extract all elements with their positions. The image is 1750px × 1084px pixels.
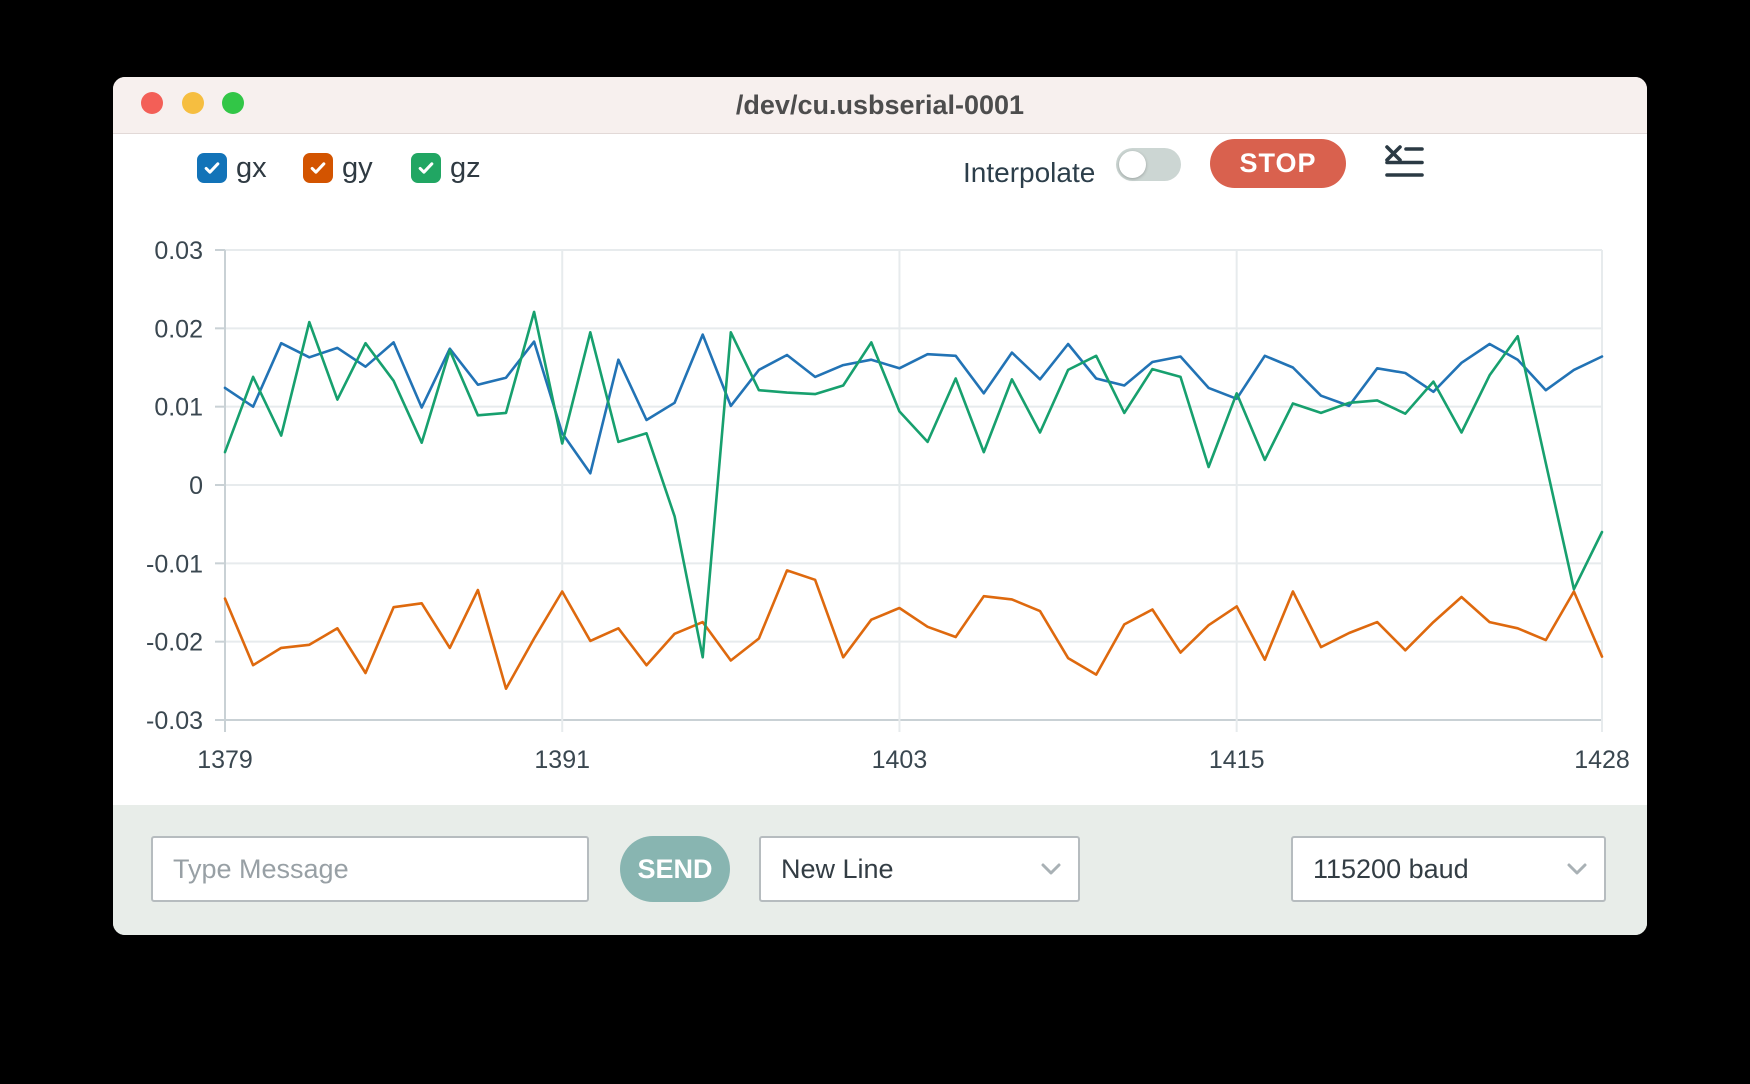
svg-text:1391: 1391 <box>534 746 590 774</box>
svg-text:1415: 1415 <box>1209 746 1265 774</box>
svg-text:-0.03: -0.03 <box>146 707 203 735</box>
check-icon <box>418 162 434 174</box>
svg-text:0: 0 <box>189 472 203 500</box>
legend-item-gz[interactable]: gz <box>411 151 481 184</box>
gx-checkbox[interactable] <box>197 153 227 183</box>
legend-item-gy[interactable]: gy <box>303 151 373 184</box>
send-button[interactable]: SEND <box>620 836 730 902</box>
baud-rate-value: 115200 baud <box>1313 853 1469 884</box>
gy-checkbox[interactable] <box>303 153 333 183</box>
gz-checkbox[interactable] <box>411 153 441 183</box>
check-icon <box>310 162 326 174</box>
check-icon <box>204 162 220 174</box>
svg-text:0.03: 0.03 <box>154 237 203 265</box>
line-ending-select[interactable]: New Line <box>759 836 1080 902</box>
toggle-knob <box>1119 151 1146 178</box>
minimize-window-button[interactable] <box>182 92 204 114</box>
line-chart: 0.03 0.02 0.01 0 -0.01 -0.02 -0.03 1379 1391 1403… <box>146 237 1630 774</box>
gy-label: gy <box>342 151 373 184</box>
chevron-down-icon <box>1041 863 1061 875</box>
gx-label: gx <box>236 151 267 184</box>
svg-text:-0.02: -0.02 <box>146 629 203 657</box>
svg-text:1403: 1403 <box>872 746 928 774</box>
legend-item-gx[interactable]: gx <box>197 151 267 184</box>
line-ending-value: New Line <box>781 853 894 884</box>
serial-plotter-window: /dev/cu.usbserial-0001 gx gy gz Interpol… <box>113 77 1647 935</box>
close-window-button[interactable] <box>141 92 163 114</box>
svg-text:-0.01: -0.01 <box>146 550 203 578</box>
svg-text:1428: 1428 <box>1574 746 1630 774</box>
svg-text:1379: 1379 <box>197 746 253 774</box>
message-input[interactable] <box>151 836 589 902</box>
stop-button[interactable]: STOP <box>1210 139 1346 188</box>
bottom-toolbar: SEND New Line 115200 baud <box>113 805 1647 935</box>
baud-rate-select[interactable]: 115200 baud <box>1291 836 1606 902</box>
svg-text:0.01: 0.01 <box>154 394 203 422</box>
interpolate-toggle[interactable] <box>1116 148 1181 181</box>
window-title: /dev/cu.usbserial-0001 <box>735 90 1025 120</box>
clear-list-button[interactable] <box>1383 143 1425 183</box>
interpolate-label: Interpolate <box>963 157 1096 188</box>
gz-label: gz <box>450 151 481 184</box>
zoom-window-button[interactable] <box>222 92 244 114</box>
svg-text:0.02: 0.02 <box>154 315 203 343</box>
titlebar: /dev/cu.usbserial-0001 <box>113 77 1647 134</box>
clear-list-icon <box>1385 145 1424 177</box>
chevron-down-icon <box>1567 863 1587 875</box>
